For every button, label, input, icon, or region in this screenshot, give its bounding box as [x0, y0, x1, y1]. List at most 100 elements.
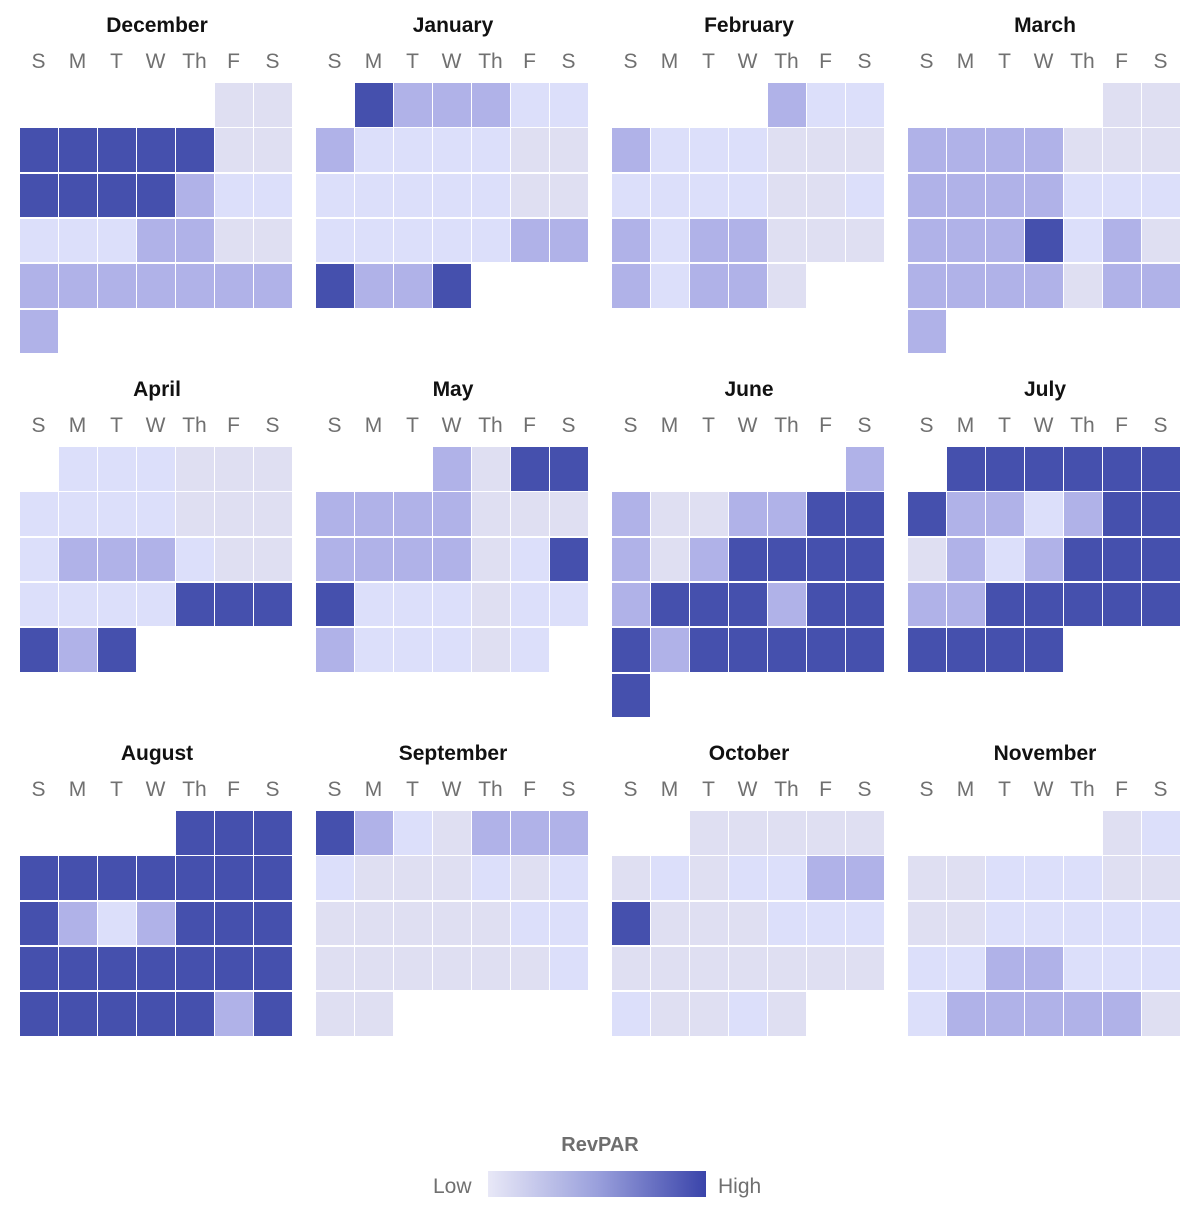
day-cell — [215, 83, 253, 127]
day-cell — [651, 173, 689, 218]
day-cell — [729, 628, 767, 672]
day-cell — [807, 173, 845, 218]
day-cell — [394, 173, 432, 218]
month-october: October S M T W Th F S — [612, 728, 888, 1088]
month-may: May S M T W Th F S — [316, 364, 592, 724]
month-july: July S M T W Th F S — [908, 364, 1184, 724]
day-cell — [986, 901, 1024, 946]
day-cell — [472, 582, 510, 627]
day-cell — [20, 264, 58, 308]
day-cell — [137, 264, 175, 308]
day-cell — [846, 173, 884, 218]
day-cell — [1103, 128, 1141, 172]
weekday-label: F — [1115, 778, 1128, 801]
day-cell — [651, 856, 689, 900]
day-cell — [690, 628, 728, 672]
day-cell — [511, 218, 549, 263]
day-cell — [433, 856, 471, 900]
weekday-label: Th — [1070, 414, 1095, 437]
day-cell — [137, 447, 175, 491]
day-cell — [98, 492, 136, 536]
day-cell — [472, 218, 510, 263]
weekday-label: S — [623, 778, 638, 801]
day-cell — [947, 901, 985, 946]
day-cell — [98, 537, 136, 582]
day-cell — [137, 218, 175, 263]
day-cell — [612, 628, 650, 672]
day-cell — [690, 811, 728, 855]
weekday-label: Th — [478, 50, 503, 73]
legend-gradient-bar — [488, 1171, 706, 1197]
weekday-label: W — [441, 50, 462, 73]
day-cell — [690, 128, 728, 172]
day-cell — [1103, 537, 1141, 582]
day-cell — [433, 811, 471, 855]
day-cell — [137, 856, 175, 900]
day-cell — [394, 856, 432, 900]
day-cell — [846, 218, 884, 263]
day-cell — [59, 447, 97, 491]
weekday-label: F — [819, 50, 832, 73]
day-cell — [59, 856, 97, 900]
day-cell — [729, 811, 767, 855]
weekday-label: W — [145, 778, 166, 801]
month-title: April — [133, 378, 181, 401]
day-cell — [986, 492, 1024, 536]
month-title: December — [106, 14, 208, 37]
weekday-label: S — [31, 778, 46, 801]
day-cell — [768, 946, 806, 991]
day-cell — [472, 447, 510, 491]
day-cell — [807, 218, 845, 263]
day-cell — [908, 218, 946, 263]
day-cell — [807, 628, 845, 672]
day-cell — [846, 811, 884, 855]
day-cell — [254, 128, 292, 172]
weekday-label: M — [68, 414, 87, 437]
day-cell — [215, 447, 253, 491]
day-cell — [1142, 582, 1180, 627]
weekday-label: Th — [478, 414, 503, 437]
day-cell — [947, 537, 985, 582]
weekday-label: T — [702, 414, 715, 437]
day-cell — [690, 946, 728, 991]
day-cell — [651, 628, 689, 672]
day-cell — [176, 447, 214, 491]
day-cell — [947, 492, 985, 536]
day-cell — [947, 264, 985, 308]
day-cell — [316, 901, 354, 946]
weekday-label: S — [561, 778, 576, 801]
day-cell — [846, 582, 884, 627]
day-cell — [355, 992, 393, 1036]
day-cell — [472, 128, 510, 172]
day-cell — [1064, 492, 1102, 536]
day-cell — [986, 173, 1024, 218]
day-cell — [98, 218, 136, 263]
weekday-label: F — [1115, 50, 1128, 73]
day-cell — [254, 264, 292, 308]
day-cell — [1025, 628, 1063, 672]
day-cell — [1064, 537, 1102, 582]
day-cell — [215, 901, 253, 946]
day-cell — [137, 582, 175, 627]
day-cell — [137, 537, 175, 582]
day-cell — [612, 128, 650, 172]
month-title: June — [724, 378, 774, 401]
day-cell — [1142, 264, 1180, 308]
month-title: November — [993, 742, 1097, 765]
day-cell — [1103, 218, 1141, 263]
day-cell — [254, 447, 292, 491]
day-cell — [176, 901, 214, 946]
day-cell — [550, 447, 588, 491]
day-cell — [254, 901, 292, 946]
day-cell — [1103, 173, 1141, 218]
day-cell — [394, 264, 432, 308]
day-cell — [394, 582, 432, 627]
weekday-label: S — [1153, 50, 1168, 73]
day-cell — [1103, 856, 1141, 900]
day-cell — [1064, 128, 1102, 172]
day-cell — [1103, 492, 1141, 536]
day-cell — [1103, 264, 1141, 308]
day-cell — [355, 83, 393, 127]
month-august: August S M T W Th F S — [20, 728, 296, 1088]
weekday-label: S — [561, 50, 576, 73]
